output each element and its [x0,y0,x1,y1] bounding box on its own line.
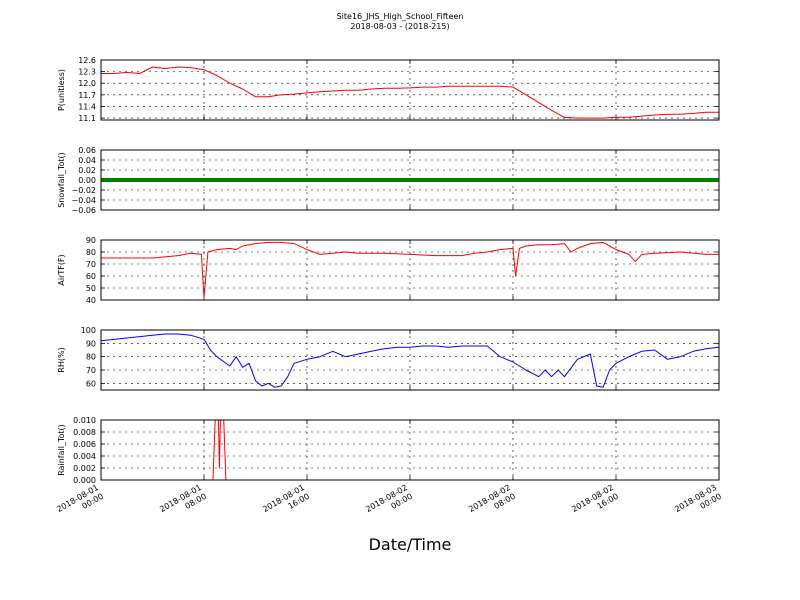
y-tick-label: 12.3 [78,68,96,77]
y-tick-label: 80 [86,248,96,257]
series-line [101,66,719,119]
y-tick-label: −0.04 [71,196,96,205]
y-tick-label: 0.008 [73,428,96,437]
y-tick-label: 90 [86,236,96,245]
gridlines [100,329,720,390]
axes-frame [100,149,720,211]
axes-frame [100,59,720,121]
x-tick-label: 2018-08-0300:00 [673,483,723,523]
panel-3: 90 80 70 60 50 40 AirTF(F) [57,236,720,305]
figure-subtitle: 2018-08-03 - (2018-215) [350,22,449,31]
panel-1: 12.6 12.3 12.0 11.7 11.4 11.1 P(unitless) [57,56,720,123]
axes-frame [100,239,720,301]
y-tick-label: 0.010 [73,416,96,425]
series-line [101,333,719,388]
y-tick-label: 11.1 [78,114,96,123]
y-tick-label: 40 [86,296,96,305]
y-tick-label: 12.0 [78,79,96,88]
gridlines [100,59,720,120]
x-tick-label: 2018-08-0116:00 [261,483,311,523]
x-tick-label: 2018-08-0100:00 [55,483,105,523]
y-tick-label: −0.06 [71,206,96,215]
x-tick-labels: 2018-08-0100:00 2018-08-0108:00 2018-08-01… [55,483,723,523]
axes-frame [100,419,720,481]
y-tick-label: 60 [86,379,96,388]
series-line [101,420,719,480]
y-tick-label: 11.7 [78,91,96,100]
y-axis-label: RH(%) [57,347,66,372]
y-tick-label: 100 [81,326,96,335]
y-tick-label: 90 [86,339,96,348]
y-axis-label: P(unitless) [57,69,66,111]
panels-group: 12.612.312.011.711.411.1P(unitless)0.060… [57,56,720,485]
y-tick-label: 0.004 [73,452,96,461]
y-axis-label: Snowfall_Tot() [57,152,66,208]
y-tick-label: 11.4 [78,102,96,111]
y-tick-label: 0.006 [73,440,96,449]
x-tick-label: 2018-08-0200:00 [364,483,414,523]
y-tick-label: 0.002 [73,464,96,473]
x-tick-label: 2018-08-0208:00 [467,483,517,523]
y-tick-label: 0.04 [78,156,96,165]
y-axis-label: AirTF(F) [57,254,66,285]
y-tick-label: 70 [86,366,96,375]
y-tick-label: 0.000 [73,476,96,485]
x-axis-label: Date/Time [369,535,452,554]
y-tick-label: 0.00 [78,176,96,185]
x-tick-label: 2018-08-0216:00 [570,483,620,523]
y-axis-label: Rainfall_Tot() [57,424,66,476]
y-tick-label: 0.02 [78,166,96,175]
y-tick-label: 0.06 [78,146,96,155]
y-tick-label: 60 [86,272,96,281]
y-tick-label: −0.02 [71,186,96,195]
figure-title: Site16_JHS_High_School_Fifteen [337,12,464,21]
y-tick-label: 50 [86,284,96,293]
gridlines [100,419,720,481]
panel-5: 0.010 0.008 0.006 0.004 0.002 0.000 Rainfall_T… [57,416,720,485]
x-tick-label: 2018-08-0108:00 [158,483,208,523]
gridlines [100,239,720,301]
panel-2: 0.060.040.020.00−0.02−0.04−0.06 Snowfall_… [57,146,720,215]
y-tick-label: 70 [86,260,96,269]
series-line [101,241,719,299]
y-tick-label: 80 [86,353,96,362]
panel-4: 100 90 80 70 60 RH(%) [57,326,720,391]
y-tick-label: 12.6 [78,56,96,65]
axes-frame [100,329,720,391]
